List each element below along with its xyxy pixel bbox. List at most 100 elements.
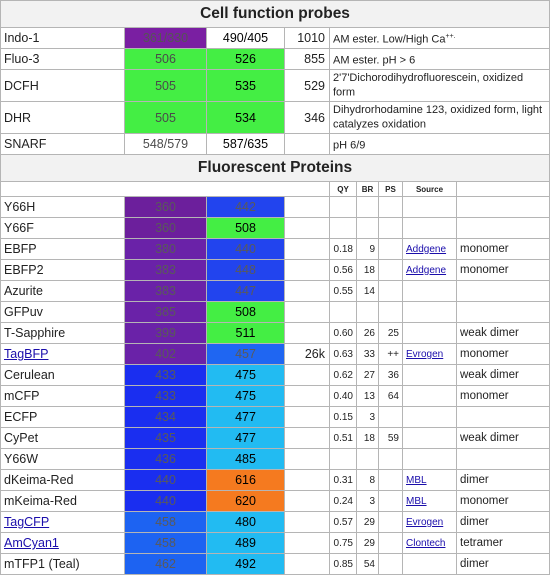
brightness: 3 bbox=[356, 490, 379, 512]
probe-note: Dihydrorhodamine 123, oxidized form, lig… bbox=[328, 101, 550, 134]
protein-name-cell: Y66F bbox=[0, 217, 125, 239]
protein-name: GFPuv bbox=[4, 305, 43, 319]
quantum-yield: 0.62 bbox=[329, 364, 357, 386]
emission-cell: 440 bbox=[206, 238, 285, 260]
molecular-weight bbox=[284, 364, 330, 386]
protein-row: mTFP1 (Teal) 462 492 0.85 54 dimer bbox=[0, 553, 550, 575]
source-cell bbox=[402, 427, 457, 449]
oligomeric-state: monomer bbox=[455, 385, 550, 407]
oligomeric-state: dimer bbox=[455, 469, 550, 491]
brightness: 13 bbox=[356, 385, 379, 407]
source-link[interactable]: Evrogen bbox=[406, 348, 444, 360]
oligomeric-state: tetramer bbox=[455, 532, 550, 554]
emission-cell: 508 bbox=[206, 301, 285, 323]
source-cell: Addgene bbox=[402, 259, 457, 281]
oligomeric-state: weak dimer bbox=[455, 322, 550, 344]
protein-name: Y66H bbox=[4, 200, 36, 214]
source-cell bbox=[402, 448, 457, 470]
probe-note: AM ester. Low/High Ca++. bbox=[328, 27, 550, 49]
protein-name-cell: T-Sapphire bbox=[0, 322, 125, 344]
quantum-yield: 0.56 bbox=[329, 259, 357, 281]
protein-row: mKeima-Red 440 620 0.24 3 MBL monomer bbox=[0, 490, 550, 512]
source-link[interactable]: MBL bbox=[406, 495, 427, 507]
molecular-weight bbox=[284, 238, 330, 260]
protein-name-cell: EBFP bbox=[0, 238, 125, 260]
probe-row: DHR 505 534 346 Dihydrorhodamine 123, oxidiz… bbox=[0, 101, 550, 134]
source-link[interactable]: Evrogen bbox=[406, 516, 444, 528]
protein-name: ECFP bbox=[4, 410, 38, 424]
photostability bbox=[378, 532, 403, 554]
excitation-cell: 380 bbox=[124, 238, 207, 260]
protein-name-cell: CyPet bbox=[0, 427, 125, 449]
source-link[interactable]: Addgene bbox=[406, 243, 447, 255]
excitation-cell: 440 bbox=[124, 490, 207, 512]
emission-cell: 442 bbox=[206, 196, 285, 218]
protein-row: mCFP 433 475 0.40 13 64 monomer bbox=[0, 385, 550, 407]
photostability bbox=[378, 217, 403, 239]
probe-name: Fluo-3 bbox=[0, 48, 125, 70]
protein-name-cell: EBFP2 bbox=[0, 259, 125, 281]
protein-row: Cerulean 433 475 0.62 27 36 weak dimer bbox=[0, 364, 550, 386]
molecular-weight: 1010 bbox=[284, 27, 330, 49]
emission-cell: 492 bbox=[206, 553, 285, 575]
emission-cell: 620 bbox=[206, 490, 285, 512]
source-cell: Addgene bbox=[402, 238, 457, 260]
protein-name: mCFP bbox=[4, 389, 40, 403]
molecular-weight bbox=[284, 511, 330, 533]
molecular-weight bbox=[284, 217, 330, 239]
header-state bbox=[455, 181, 550, 197]
protein-name-link[interactable]: AmCyan1 bbox=[4, 536, 59, 550]
excitation-cell: 402 bbox=[124, 343, 207, 365]
photostability bbox=[378, 406, 403, 428]
emission-cell: 475 bbox=[206, 385, 285, 407]
protein-name-cell: Cerulean bbox=[0, 364, 125, 386]
excitation-cell: 506 bbox=[124, 48, 207, 70]
quantum-yield: 0.40 bbox=[329, 385, 357, 407]
protein-row: Y66W 436 485 bbox=[0, 448, 550, 470]
source-link[interactable]: Addgene bbox=[406, 264, 447, 276]
emission-cell: 616 bbox=[206, 469, 285, 491]
emission-cell: 508 bbox=[206, 217, 285, 239]
brightness: 18 bbox=[356, 259, 379, 281]
probe-row: Indo-1 361/330 490/405 1010 AM ester. Low/Hi… bbox=[0, 27, 550, 49]
emission-cell: 448 bbox=[206, 259, 285, 281]
protein-name: Y66W bbox=[4, 452, 39, 466]
probe-row: Fluo-3 506 526 855 AM ester. pH > 6 bbox=[0, 48, 550, 70]
source-link[interactable]: MBL bbox=[406, 474, 427, 486]
protein-row: AmCyan1 458 489 0.75 29 Clontech tetramer bbox=[0, 532, 550, 554]
source-cell bbox=[402, 364, 457, 386]
quantum-yield: 0.85 bbox=[329, 553, 357, 575]
photostability bbox=[378, 259, 403, 281]
protein-name-link[interactable]: TagCFP bbox=[4, 515, 50, 529]
oligomeric-state: weak dimer bbox=[455, 427, 550, 449]
section-header-proteins: Fluorescent Proteins bbox=[0, 154, 550, 182]
header-spacer bbox=[0, 181, 330, 197]
oligomeric-state: monomer bbox=[455, 259, 550, 281]
photostability bbox=[378, 280, 403, 302]
excitation-cell: 440 bbox=[124, 469, 207, 491]
brightness: 9 bbox=[356, 238, 379, 260]
brightness: 54 bbox=[356, 553, 379, 575]
source-cell bbox=[402, 406, 457, 428]
protein-row: CyPet 435 477 0.51 18 59 weak dimer bbox=[0, 427, 550, 449]
protein-name-cell: TagCFP bbox=[0, 511, 125, 533]
oligomeric-state: weak dimer bbox=[455, 364, 550, 386]
protein-row: Y66F 360 508 bbox=[0, 217, 550, 239]
protein-name-cell: Azurite bbox=[0, 280, 125, 302]
protein-name-link[interactable]: TagBFP bbox=[4, 347, 49, 361]
emission-cell: 511 bbox=[206, 322, 285, 344]
protein-row: TagCFP 458 480 0.57 29 Evrogen dimer bbox=[0, 511, 550, 533]
oligomeric-state bbox=[455, 301, 550, 323]
oligomeric-state: monomer bbox=[455, 238, 550, 260]
excitation-cell: 458 bbox=[124, 532, 207, 554]
excitation-cell: 360 bbox=[124, 217, 207, 239]
emission-cell: 480 bbox=[206, 511, 285, 533]
source-link[interactable]: Clontech bbox=[406, 537, 446, 549]
excitation-cell: 505 bbox=[124, 69, 207, 102]
excitation-cell: 436 bbox=[124, 448, 207, 470]
probe-note-text: pH 6/9 bbox=[333, 139, 366, 152]
excitation-cell: 458 bbox=[124, 511, 207, 533]
probe-note-text: Dihydrorhodamine 123, oxidized form, lig… bbox=[333, 104, 543, 131]
source-cell bbox=[402, 217, 457, 239]
photostability bbox=[378, 196, 403, 218]
